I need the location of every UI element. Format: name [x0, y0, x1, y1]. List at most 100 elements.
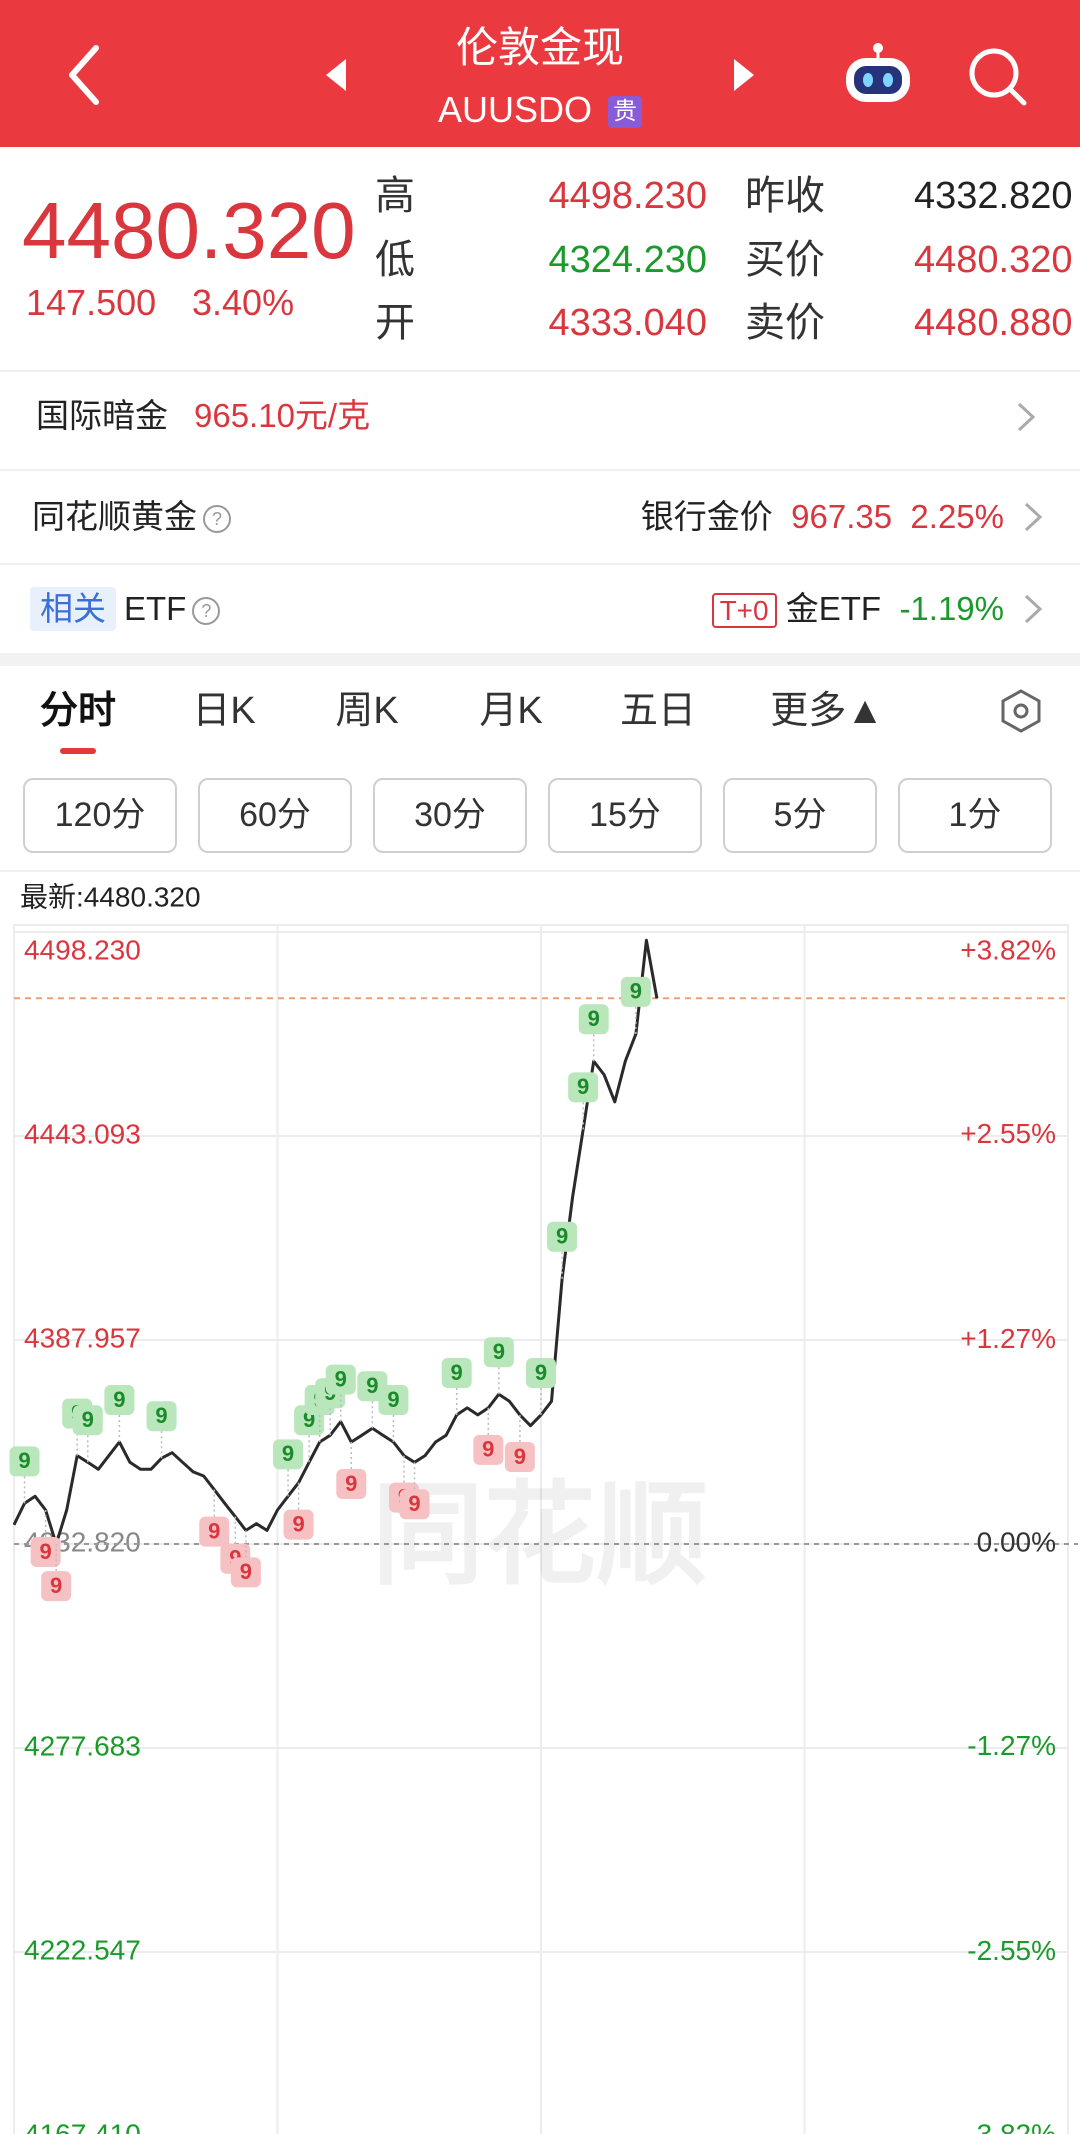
td-label: 9 [514, 1444, 526, 1469]
row-pct: 2.25% [910, 498, 1004, 535]
td-box [283, 1509, 314, 1540]
td-box [72, 1405, 103, 1436]
period-button[interactable]: 60分 [198, 778, 352, 853]
row-value: 967.35 [791, 498, 893, 535]
divider [0, 370, 1080, 372]
td-marker: 9 [104, 1384, 135, 1442]
td-box [399, 1489, 430, 1520]
period-button[interactable]: 5分 [723, 778, 877, 853]
row-value: 965.10元/克 [194, 397, 371, 434]
td-box [325, 1364, 356, 1395]
change-pct: 3.40% [192, 282, 295, 323]
td-label: 9 [556, 1224, 568, 1249]
td-marker: 9 [30, 1510, 61, 1568]
td-box [230, 1557, 261, 1588]
td-marker: 9 [72, 1405, 103, 1463]
chevron[interactable] [1022, 592, 1046, 626]
row-label: 同花顺黄金? [32, 497, 231, 537]
td-box [41, 1571, 72, 1602]
row-pct: -1.19% [899, 590, 1004, 627]
y2-tick-label: 0.00% [977, 1526, 1056, 1557]
change: 147.500 [26, 282, 157, 323]
price-line [12, 938, 659, 1546]
period-button[interactable]: 1分 [898, 778, 1052, 853]
robot-button[interactable] [840, 40, 916, 110]
td-box [441, 1357, 472, 1388]
row-text: 同花顺黄金 [32, 498, 197, 535]
back-button[interactable] [60, 40, 110, 110]
next-button[interactable] [728, 55, 758, 95]
td-marker: 9 [378, 1384, 409, 1442]
td-marker: 9 [568, 1072, 599, 1130]
td-box [578, 1004, 609, 1035]
tab[interactable]: 五日 [619, 690, 697, 732]
tab[interactable]: 周K [335, 690, 399, 732]
period-button[interactable]: 30分 [373, 778, 527, 853]
td-label: 9 [39, 1539, 51, 1564]
stat-value: 4480.880 [914, 302, 1073, 344]
td-box [620, 976, 651, 1007]
period-button[interactable]: 120分 [23, 778, 177, 853]
period-button[interactable]: 15分 [548, 778, 702, 853]
stat-label: 昨收 [745, 174, 825, 218]
td-box [568, 1072, 599, 1103]
td-label: 9 [113, 1387, 125, 1412]
info-icon[interactable]: ? [192, 597, 221, 626]
td-box [336, 1468, 367, 1499]
y-tick-label: 4277.683 [24, 1730, 141, 1761]
td-label: 9 [282, 1441, 294, 1466]
td-label: 9 [335, 1366, 347, 1391]
td-box [273, 1439, 304, 1470]
td-marker: 9 [146, 1401, 177, 1459]
info-icon[interactable]: ? [203, 505, 231, 534]
tab[interactable]: 月K [479, 690, 543, 732]
search-button[interactable] [966, 45, 1030, 109]
etf-tag: 相关 [30, 587, 116, 631]
td-box [104, 1384, 135, 1415]
prev-button[interactable] [322, 55, 352, 95]
td-label: 9 [82, 1407, 94, 1432]
td-label: 9 [588, 1006, 600, 1031]
row-label: ETF? [124, 589, 221, 629]
td-marker: 9 [230, 1530, 261, 1588]
td-marker: 9 [273, 1439, 304, 1497]
td-label: 9 [493, 1339, 505, 1364]
td-box [526, 1357, 556, 1388]
td-marker: 9 [336, 1441, 367, 1499]
tab[interactable]: 日K [192, 690, 256, 732]
tab[interactable]: 更多▲ [770, 690, 884, 732]
settings-button[interactable] [998, 688, 1044, 734]
td-box [473, 1434, 504, 1465]
td-label: 9 [408, 1491, 420, 1516]
row-right: 银行金价 967.35 2.25% [641, 497, 1004, 537]
td-label: 9 [482, 1437, 494, 1462]
chevron[interactable] [1015, 400, 1039, 434]
td-marker: 9 [504, 1414, 535, 1472]
header-title: 伦敦金现 [455, 24, 624, 71]
stat-label: 卖价 [745, 301, 825, 345]
y-tick-label: 4167.410 [24, 2118, 141, 2134]
td-marker: 9 [199, 1489, 230, 1547]
td-box [483, 1337, 514, 1368]
row-text: 银行金价 [640, 498, 773, 535]
header-sub: AUUSDO 贵 [0, 88, 1080, 132]
y2-tick-label: +1.27% [960, 1323, 1056, 1354]
stat-label: 高 [375, 174, 415, 218]
td-label: 9 [366, 1373, 378, 1398]
stat-label: 买价 [745, 237, 825, 282]
td-marker: 9 [441, 1357, 472, 1415]
chart: 同花顺 最新:4480.320 4498.2304443.0934387.957… [9, 881, 1078, 2134]
td-marker: 9 [283, 1482, 314, 1540]
divider [0, 563, 1080, 565]
row-text: 金ETF [785, 590, 882, 627]
y-tick-label: 4387.957 [24, 1322, 141, 1353]
chevron[interactable] [1022, 500, 1046, 534]
tab[interactable]: 分时 [39, 690, 117, 732]
row-label: 国际暗金 [36, 397, 168, 434]
y-tick-label: 4498.230 [24, 934, 141, 965]
td-marker: 9 [620, 976, 651, 1034]
td-marker: 9 [473, 1407, 504, 1465]
stat-value: 4333.040 [548, 302, 708, 344]
last-price: 4480.320 [22, 186, 356, 275]
